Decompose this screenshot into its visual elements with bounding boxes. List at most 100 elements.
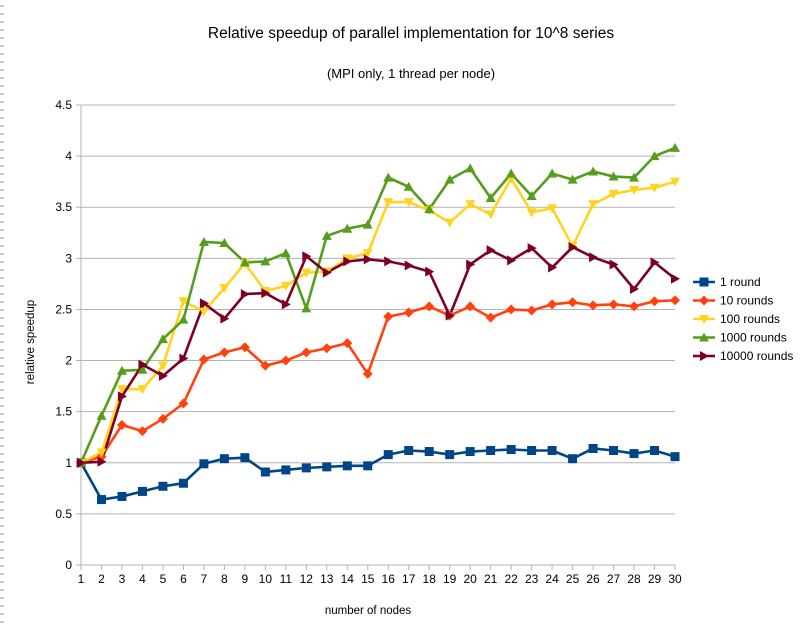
legend-label: 100 rounds bbox=[720, 312, 780, 326]
data-point bbox=[588, 300, 599, 311]
data-point bbox=[219, 347, 230, 358]
data-point bbox=[567, 297, 578, 308]
data-point bbox=[178, 314, 189, 324]
data-point bbox=[363, 254, 373, 265]
data-point bbox=[466, 259, 476, 270]
series-line-1 bbox=[80, 298, 676, 465]
x-tick-label: 19 bbox=[443, 572, 457, 586]
x-tick-label: 11 bbox=[280, 572, 293, 586]
data-point bbox=[444, 174, 455, 184]
data-point bbox=[548, 262, 558, 273]
data-point bbox=[239, 342, 250, 353]
data-point bbox=[526, 208, 537, 218]
left-edge-dash-marks bbox=[0, 5, 4, 623]
data-point bbox=[465, 200, 476, 210]
data-point bbox=[322, 462, 332, 472]
data-point bbox=[567, 174, 578, 184]
data-point bbox=[157, 361, 168, 371]
data-point bbox=[383, 198, 394, 208]
data-point bbox=[588, 166, 599, 176]
y-tick-label: 3 bbox=[65, 251, 72, 265]
x-tick-label: 2 bbox=[98, 572, 105, 586]
data-point bbox=[157, 413, 168, 424]
data-point bbox=[157, 334, 168, 344]
data-point bbox=[629, 301, 640, 312]
data-point bbox=[137, 426, 148, 437]
data-point bbox=[465, 163, 476, 173]
data-point bbox=[260, 360, 271, 371]
data-point bbox=[425, 266, 435, 277]
data-point bbox=[116, 385, 127, 395]
data-point bbox=[158, 481, 168, 491]
legend-marker bbox=[699, 332, 709, 342]
data-point bbox=[116, 419, 127, 430]
data-point bbox=[630, 284, 640, 294]
x-tick-label: 27 bbox=[607, 572, 621, 586]
y-tick-label: 2.5 bbox=[55, 302, 72, 316]
data-point bbox=[178, 297, 189, 307]
series-markers bbox=[76, 142, 680, 505]
data-point bbox=[77, 457, 86, 468]
x-tick-label: 23 bbox=[525, 572, 539, 586]
data-point bbox=[506, 168, 517, 178]
x-tick-label: 25 bbox=[566, 572, 580, 586]
data-point bbox=[219, 238, 230, 247]
series-lines bbox=[79, 146, 676, 501]
x-tick-label: 22 bbox=[504, 572, 518, 586]
data-point bbox=[547, 168, 558, 178]
data-point bbox=[485, 193, 496, 203]
y-tick-label: 4.5 bbox=[55, 98, 72, 112]
data-point bbox=[403, 181, 414, 191]
data-point bbox=[280, 248, 291, 258]
data-point bbox=[302, 251, 312, 262]
data-point bbox=[198, 307, 209, 317]
data-point bbox=[342, 338, 353, 349]
data-point bbox=[609, 259, 619, 270]
x-tick-label: 26 bbox=[586, 572, 600, 586]
data-point bbox=[280, 355, 291, 366]
series-line-0 bbox=[79, 447, 676, 501]
data-point bbox=[220, 313, 230, 324]
data-point bbox=[649, 151, 660, 161]
data-point bbox=[404, 260, 414, 271]
data-point bbox=[650, 257, 660, 268]
data-point bbox=[117, 492, 127, 502]
data-point bbox=[198, 236, 209, 246]
data-point bbox=[137, 486, 147, 496]
data-point bbox=[547, 446, 557, 456]
data-point bbox=[301, 463, 311, 473]
x-tick-label: 18 bbox=[423, 572, 437, 586]
data-point bbox=[261, 288, 271, 299]
legend-label: 1000 rounds bbox=[720, 331, 787, 345]
data-point bbox=[137, 364, 148, 374]
x-tick-label: 29 bbox=[648, 572, 662, 586]
series-line-4 bbox=[80, 245, 676, 465]
data-point bbox=[281, 465, 291, 475]
data-point bbox=[547, 204, 558, 214]
y-tick-label: 1 bbox=[65, 456, 72, 470]
data-point bbox=[199, 459, 209, 469]
x-tick-label: 20 bbox=[463, 572, 477, 586]
data-point bbox=[96, 410, 107, 420]
data-point bbox=[526, 305, 537, 316]
y-tick-label: 4 bbox=[65, 149, 72, 163]
x-tick-label: 8 bbox=[221, 572, 228, 586]
data-point bbox=[383, 311, 394, 322]
data-point bbox=[589, 252, 599, 263]
data-point bbox=[322, 267, 332, 278]
legend-marker bbox=[699, 295, 709, 306]
data-point bbox=[671, 273, 680, 284]
x-tick-label: 4 bbox=[139, 572, 146, 586]
data-point bbox=[301, 268, 312, 278]
data-point bbox=[424, 447, 434, 457]
chart-subtitle: (MPI only, 1 thread per node) bbox=[327, 66, 495, 81]
data-point bbox=[362, 368, 373, 379]
data-point bbox=[486, 245, 496, 256]
y-tick-label: 0 bbox=[65, 558, 72, 572]
x-tick-label: 7 bbox=[201, 572, 208, 586]
data-point bbox=[179, 353, 189, 364]
data-point bbox=[198, 354, 209, 365]
data-point bbox=[629, 449, 639, 459]
data-point bbox=[219, 283, 230, 293]
data-point bbox=[424, 301, 435, 312]
